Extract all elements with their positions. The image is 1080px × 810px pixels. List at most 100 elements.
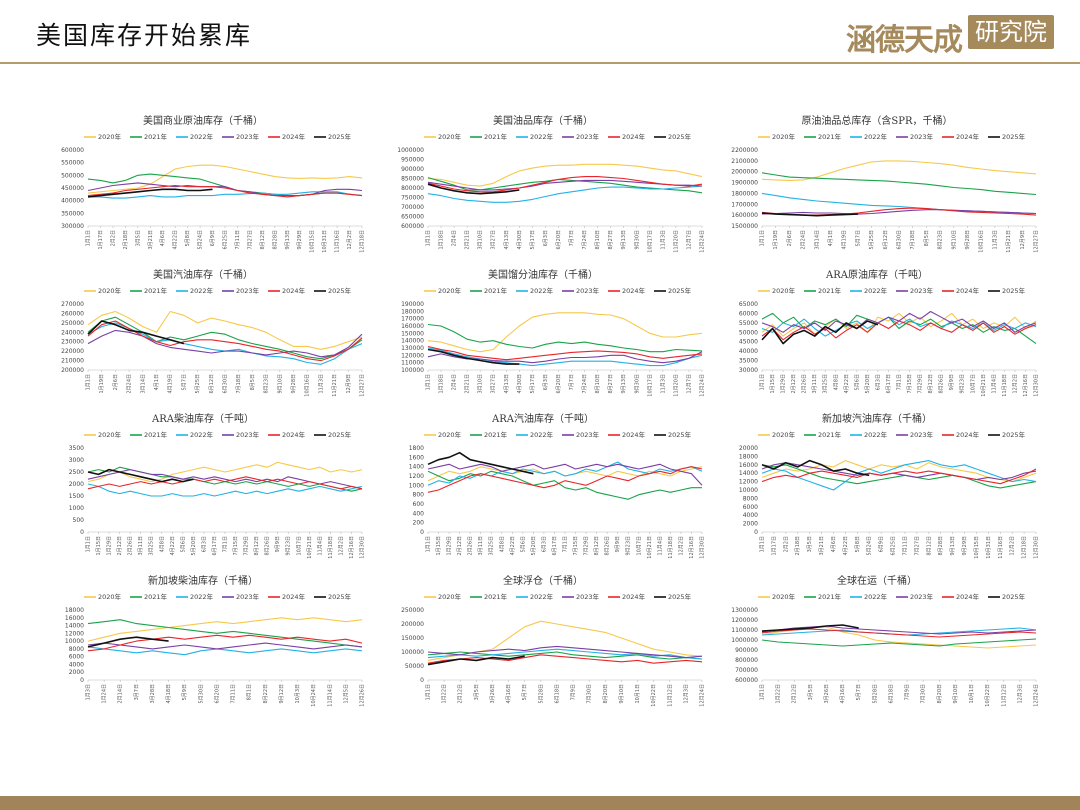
y-tick-label: 1100000 bbox=[731, 627, 758, 634]
legend-label: 2020年 bbox=[98, 430, 122, 439]
x-tick-label: 7月1日 bbox=[563, 536, 569, 552]
legend-label: 2020年 bbox=[772, 132, 796, 141]
y-tick-label: 1600 bbox=[409, 454, 424, 461]
x-tick-label: 12月2日 bbox=[347, 230, 353, 250]
y-tick-label: 450000 bbox=[61, 185, 84, 192]
series-line-2025年 bbox=[87, 468, 194, 483]
x-tick-label: 8月12日 bbox=[260, 230, 266, 250]
x-tick-label: 1月1日 bbox=[426, 684, 432, 700]
series-line-2021年 bbox=[427, 323, 703, 353]
y-tick-label: 190000 bbox=[401, 301, 424, 308]
x-tick-label: 7月18日 bbox=[910, 230, 916, 250]
series-line-2022年 bbox=[761, 192, 1037, 215]
x-tick-label: 12月18日 bbox=[360, 230, 366, 253]
legend-label: 2022年 bbox=[530, 592, 554, 601]
x-tick-label: 4月1日 bbox=[154, 374, 160, 390]
series-line-2025年 bbox=[761, 624, 859, 632]
series-line-2023年 bbox=[427, 645, 703, 659]
x-tick-label: 6月12日 bbox=[883, 230, 889, 250]
x-tick-label: 3月27日 bbox=[491, 230, 497, 250]
x-tick-label: 1月18日 bbox=[439, 230, 445, 250]
x-tick-label: 5月6日 bbox=[520, 536, 526, 552]
y-tick-label: 50000 bbox=[739, 329, 758, 336]
x-tick-label: 9月13日 bbox=[285, 230, 291, 250]
y-tick-label: 30000 bbox=[739, 367, 758, 374]
x-tick-label: 5月28日 bbox=[538, 684, 544, 704]
x-tick-label: 3月25日 bbox=[823, 374, 829, 394]
chart-10: 新加坡柴油库存（千桶） 2020年 2021年 2022年 2023年 2024年 2025… bbox=[65, 574, 366, 707]
y-tick-label: 1800 bbox=[409, 445, 424, 452]
y-tick-label: 16000 bbox=[739, 462, 758, 469]
x-tick-label: 12月9日 bbox=[346, 374, 352, 394]
y-tick-label: 1300000 bbox=[731, 607, 758, 614]
chart-5: 美国馏分油库存（千桶） 2020年 2021年 2022年 2023年 2024年 2025… bbox=[401, 268, 705, 397]
x-tick-label: 6月17日 bbox=[212, 536, 218, 556]
legend-label: 2024年 bbox=[282, 592, 306, 601]
x-tick-label: 3月5日 bbox=[807, 536, 813, 552]
x-tick-label: 6月18日 bbox=[888, 684, 894, 704]
y-tick-label: 210000 bbox=[61, 358, 84, 365]
y-tick-label: 850000 bbox=[401, 176, 424, 183]
series-line-2020年 bbox=[427, 163, 703, 187]
x-tick-label: 2月24日 bbox=[801, 230, 807, 250]
legend-label: 2020年 bbox=[98, 592, 122, 601]
x-tick-label: 2月26日 bbox=[128, 536, 134, 556]
legend-label: 2023年 bbox=[576, 430, 600, 439]
x-tick-label: 9月12日 bbox=[279, 684, 285, 704]
series-line-2024年 bbox=[87, 634, 363, 652]
x-tick-label: 1月1日 bbox=[760, 684, 766, 700]
y-tick-label: 60000 bbox=[739, 310, 758, 317]
brand-logo: 涵德天成 研究院 bbox=[846, 13, 1056, 58]
y-tick-label: 1500000 bbox=[731, 223, 758, 230]
x-tick-label: 7月18日 bbox=[236, 374, 242, 394]
x-tick-label: 7月9日 bbox=[571, 684, 577, 700]
x-tick-label: 7月11日 bbox=[231, 684, 237, 704]
x-tick-label: 9月9日 bbox=[949, 374, 955, 390]
y-tick-label: 600000 bbox=[61, 147, 84, 154]
x-tick-label: 2月6日 bbox=[787, 230, 793, 246]
x-tick-label: 7月30日 bbox=[921, 684, 927, 704]
x-tick-label: 12月7日 bbox=[686, 230, 692, 250]
x-tick-label: 5月7日 bbox=[855, 230, 861, 246]
y-tick-label: 220000 bbox=[61, 348, 84, 355]
legend-label: 2024年 bbox=[282, 132, 306, 141]
x-tick-label: 12月2日 bbox=[1010, 536, 1016, 556]
y-tick-label: 400000 bbox=[61, 198, 84, 205]
x-tick-label: 7月11日 bbox=[235, 230, 241, 250]
x-tick-label: 5月17日 bbox=[530, 230, 536, 250]
y-tick-label: 900000 bbox=[401, 166, 424, 173]
x-tick-label: 8月28日 bbox=[272, 230, 278, 250]
x-tick-label: 8月22日 bbox=[263, 684, 269, 704]
x-tick-label: 12月26日 bbox=[360, 684, 366, 707]
x-tick-label: 12月18日 bbox=[1022, 536, 1028, 559]
legend-label: 2025年 bbox=[328, 592, 352, 601]
x-tick-label: 5月17日 bbox=[530, 374, 536, 394]
y-tick-label: 0 bbox=[80, 529, 84, 536]
x-tick-label: 8月27日 bbox=[608, 230, 614, 250]
x-tick-label: 10月21日 bbox=[307, 536, 313, 559]
x-tick-label: 4月8日 bbox=[159, 536, 165, 552]
x-tick-label: 11月3日 bbox=[660, 374, 666, 394]
y-tick-label: 950000 bbox=[401, 157, 424, 164]
x-tick-label: 2月12日 bbox=[791, 374, 797, 394]
x-tick-label: 1月3日 bbox=[86, 684, 92, 700]
y-tick-label: 6000 bbox=[743, 504, 758, 511]
y-tick-label: 300000 bbox=[61, 223, 84, 230]
y-tick-label: 2000 bbox=[743, 521, 758, 528]
x-tick-label: 5月24日 bbox=[198, 230, 204, 250]
x-tick-label: 12月2日 bbox=[338, 536, 344, 556]
chart-title: ARA柴油库存（千吨） bbox=[151, 412, 254, 425]
x-tick-label: 9月13日 bbox=[621, 374, 627, 394]
legend-label: 2020年 bbox=[772, 286, 796, 295]
x-tick-label: 12月16日 bbox=[689, 536, 695, 559]
x-tick-label: 11月18日 bbox=[668, 536, 674, 559]
x-tick-label: 6月20日 bbox=[556, 374, 562, 394]
legend-label: 2020年 bbox=[438, 430, 462, 439]
x-tick-label: 5月6日 bbox=[854, 374, 860, 390]
x-tick-label: 10月24日 bbox=[311, 684, 317, 707]
chart-title: 新加坡汽油库存（千桶） bbox=[822, 412, 932, 425]
chart-8: ARA汽油库存（千吨） 2020年 2021年 2022年 2023年 2024年 2025… bbox=[409, 412, 706, 559]
x-tick-label: 1月24日 bbox=[102, 684, 108, 704]
chart-7: ARA柴油库存（千吨） 2020年 2021年 2022年 2023年 2024年 2025… bbox=[69, 412, 366, 559]
x-tick-label: 2月12日 bbox=[458, 684, 464, 704]
